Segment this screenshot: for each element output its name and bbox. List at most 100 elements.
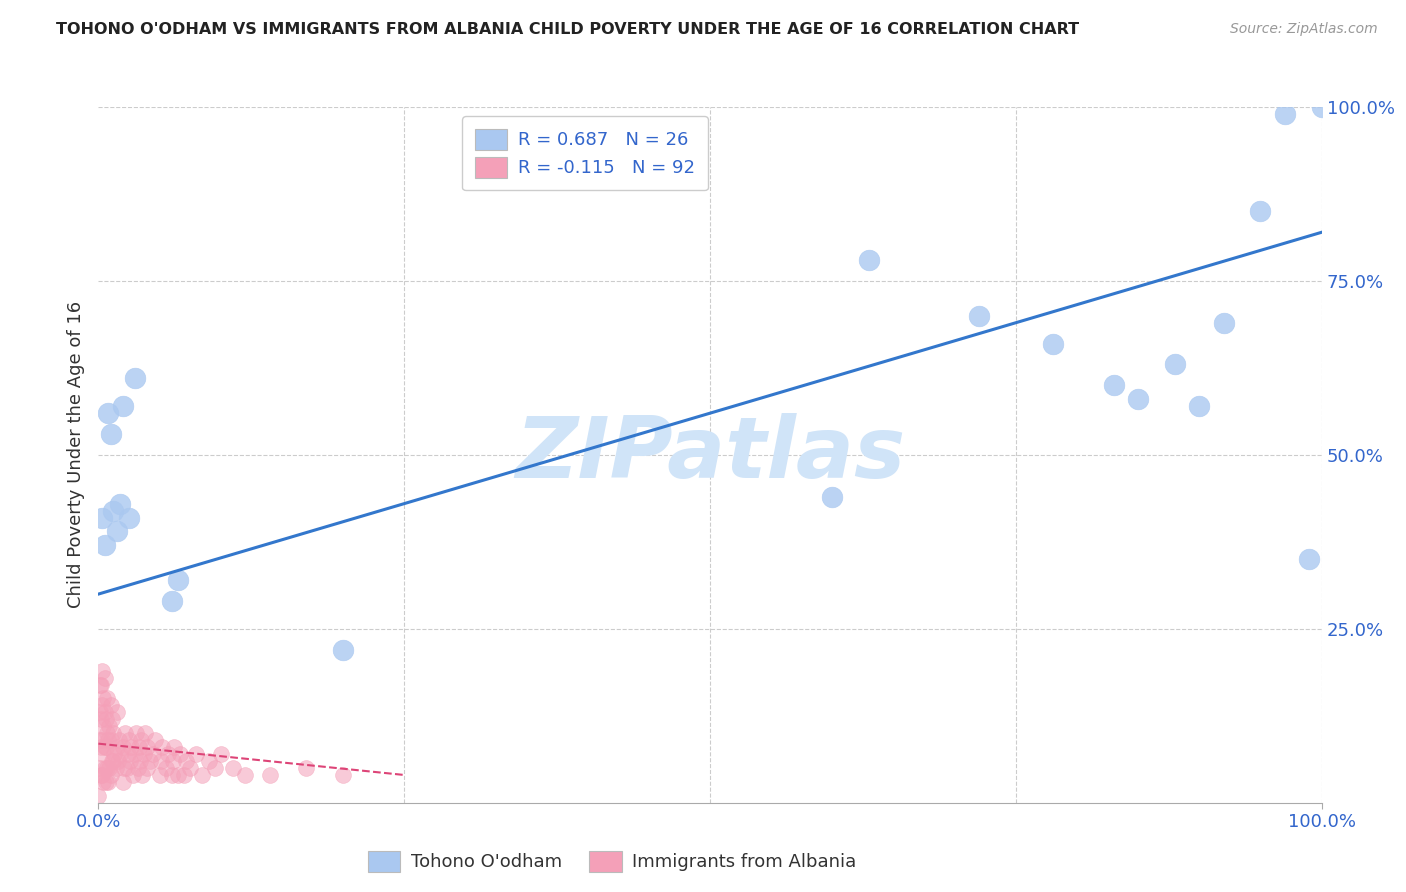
Point <box>114 726 136 740</box>
Point <box>111 775 134 789</box>
Point <box>90 768 112 782</box>
Point <box>186 747 208 761</box>
Point <box>821 490 844 504</box>
Point <box>131 768 153 782</box>
Point <box>93 740 115 755</box>
Point <box>94 740 117 755</box>
Point <box>1274 107 1296 121</box>
Point <box>1298 552 1320 566</box>
Point <box>1249 204 1271 219</box>
Point <box>136 740 159 755</box>
Point <box>259 768 281 782</box>
Point <box>91 698 114 713</box>
Point <box>149 754 172 768</box>
Point <box>105 740 128 755</box>
Point <box>105 706 128 720</box>
Point <box>90 712 112 726</box>
Point <box>103 747 125 761</box>
Point <box>134 726 156 740</box>
Point <box>149 768 172 782</box>
Point <box>1310 100 1333 114</box>
Point <box>112 761 135 775</box>
Point <box>132 747 155 761</box>
Point <box>157 747 180 761</box>
Point <box>125 726 148 740</box>
Point <box>91 664 114 678</box>
Point <box>295 761 318 775</box>
Point <box>1164 358 1187 372</box>
Point <box>89 706 111 720</box>
Point <box>127 761 149 775</box>
Point <box>91 768 114 782</box>
Point <box>120 754 142 768</box>
Point <box>150 740 173 755</box>
Point <box>332 642 354 657</box>
Point <box>91 747 114 761</box>
Point <box>89 761 111 775</box>
Point <box>128 740 150 755</box>
Point <box>129 733 152 747</box>
Point <box>160 594 183 608</box>
Point <box>96 761 118 775</box>
Point <box>97 733 120 747</box>
Point <box>94 775 117 789</box>
Point <box>100 768 122 782</box>
Point <box>93 538 115 552</box>
Point <box>129 754 152 768</box>
Point <box>100 733 122 747</box>
Point <box>191 768 214 782</box>
Point <box>89 733 111 747</box>
Point <box>94 712 117 726</box>
Point <box>101 754 124 768</box>
Point <box>124 747 146 761</box>
Point <box>91 775 114 789</box>
Point <box>96 691 118 706</box>
Point <box>167 768 190 782</box>
Point <box>1212 316 1234 330</box>
Point <box>90 677 112 691</box>
Point <box>197 754 219 768</box>
Point <box>91 719 114 733</box>
Point <box>98 761 121 775</box>
Point <box>110 747 132 761</box>
Point <box>204 761 226 775</box>
Point <box>104 761 127 775</box>
Point <box>87 789 110 803</box>
Point <box>858 253 880 268</box>
Point <box>222 761 245 775</box>
Point <box>1188 399 1211 413</box>
Text: ZIPatlas: ZIPatlas <box>515 413 905 497</box>
Point <box>139 754 162 768</box>
Point <box>97 775 120 789</box>
Point <box>167 573 190 587</box>
Point <box>115 761 138 775</box>
Point <box>967 309 990 323</box>
Text: TOHONO O'ODHAM VS IMMIGRANTS FROM ALBANIA CHILD POVERTY UNDER THE AGE OF 16 CORR: TOHONO O'ODHAM VS IMMIGRANTS FROM ALBANI… <box>56 22 1080 37</box>
Point <box>173 768 195 782</box>
Point <box>162 754 184 768</box>
Point <box>1128 392 1150 407</box>
Point <box>96 726 118 740</box>
Legend: Tohono O'odham, Immigrants from Albania: Tohono O'odham, Immigrants from Albania <box>354 838 869 884</box>
Point <box>93 706 115 720</box>
Point <box>160 768 183 782</box>
Point <box>120 740 142 755</box>
Point <box>118 510 141 524</box>
Point <box>332 768 354 782</box>
Point <box>179 761 201 775</box>
Point <box>93 761 115 775</box>
Point <box>100 698 122 713</box>
Point <box>143 733 166 747</box>
Text: Source: ZipAtlas.com: Source: ZipAtlas.com <box>1230 22 1378 37</box>
Point <box>233 768 256 782</box>
Point <box>121 768 143 782</box>
Point <box>163 740 186 755</box>
Point <box>111 399 134 413</box>
Point <box>91 691 114 706</box>
Point <box>93 671 115 685</box>
Point <box>101 712 124 726</box>
Point <box>1042 336 1064 351</box>
Point <box>91 510 114 524</box>
Point <box>100 427 122 442</box>
Point <box>97 406 120 420</box>
